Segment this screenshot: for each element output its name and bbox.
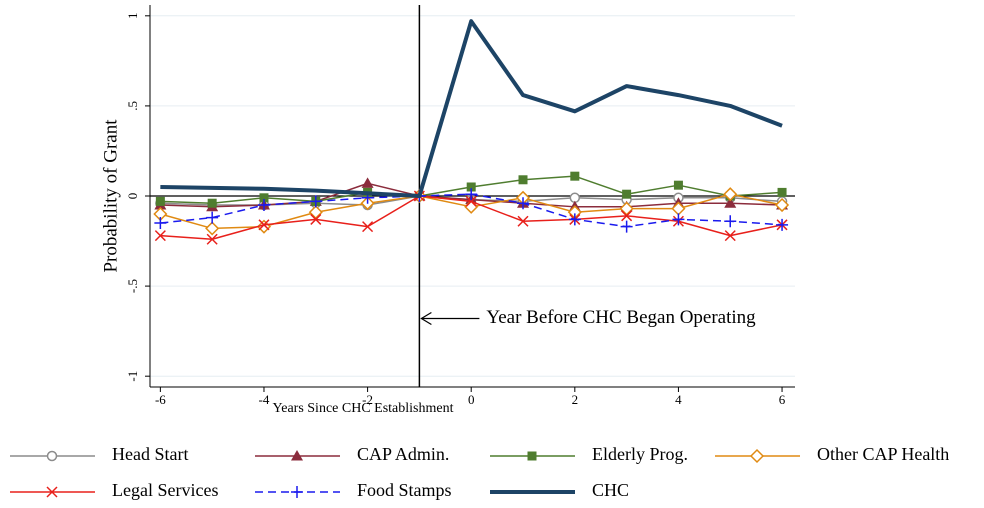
marker xyxy=(724,215,737,228)
legend-label: Legal Services xyxy=(112,480,218,500)
marker xyxy=(517,215,529,227)
y-tick-label: 0 xyxy=(125,193,140,200)
x-tick-label: 6 xyxy=(779,392,786,407)
marker xyxy=(777,187,787,197)
marker xyxy=(465,188,478,201)
marker xyxy=(207,198,217,208)
arrow-head xyxy=(420,312,432,326)
marker xyxy=(258,219,270,231)
marker xyxy=(308,205,323,220)
legend-label: Elderly Prog. xyxy=(592,444,688,464)
y-axis-label: Probability of Grant xyxy=(100,119,121,273)
x-tick-label: 0 xyxy=(468,392,475,407)
marker xyxy=(46,486,58,498)
marker xyxy=(46,450,58,462)
y-tick-label: 1 xyxy=(125,13,140,20)
marker xyxy=(621,210,633,222)
marker xyxy=(257,199,270,212)
marker xyxy=(568,213,581,226)
marker xyxy=(309,195,322,208)
marker xyxy=(155,196,165,206)
x-tick-label: -2 xyxy=(362,392,373,407)
marker xyxy=(291,486,303,498)
marker xyxy=(570,171,580,181)
marker xyxy=(671,201,686,216)
marker xyxy=(259,193,269,203)
series-line xyxy=(160,19,783,198)
marker xyxy=(517,197,530,210)
marker xyxy=(723,187,738,202)
marker xyxy=(672,213,685,226)
marker xyxy=(465,195,477,207)
marker xyxy=(518,175,528,185)
marker xyxy=(291,450,303,461)
marker xyxy=(724,197,737,208)
x-tick-label: 2 xyxy=(572,392,579,407)
x-axis-label: Years Since CHC Establishment xyxy=(273,401,454,416)
legend-label: Head Start xyxy=(112,444,188,464)
x-tick-label: 4 xyxy=(675,392,682,407)
marker xyxy=(362,221,374,233)
marker xyxy=(724,230,736,242)
legend-label: CAP Admin. xyxy=(357,444,449,464)
marker xyxy=(622,189,632,199)
y-tick-label: -.5 xyxy=(125,279,140,293)
marker xyxy=(776,218,789,231)
legend-label: CHC xyxy=(592,480,629,500)
marker xyxy=(774,197,790,213)
y-tick-label: -1 xyxy=(125,371,140,382)
marker xyxy=(527,451,537,461)
y-tick-label: .5 xyxy=(125,101,140,111)
marker xyxy=(673,180,683,190)
marker xyxy=(154,217,167,230)
marker xyxy=(466,182,476,192)
legend-label: Food Stamps xyxy=(357,480,452,500)
x-tick-label: -4 xyxy=(259,392,270,407)
marker xyxy=(620,220,633,233)
marker xyxy=(205,221,220,236)
x-tick-label: -6 xyxy=(155,392,166,407)
marker xyxy=(206,233,218,245)
annotation: Year Before CHC Began Operating xyxy=(486,307,756,328)
marker xyxy=(749,448,765,464)
marker xyxy=(361,177,374,188)
marker xyxy=(154,230,166,242)
marker xyxy=(310,213,322,225)
legend-label: Other CAP Health xyxy=(817,444,949,464)
marker xyxy=(206,211,219,224)
marker xyxy=(619,201,634,216)
